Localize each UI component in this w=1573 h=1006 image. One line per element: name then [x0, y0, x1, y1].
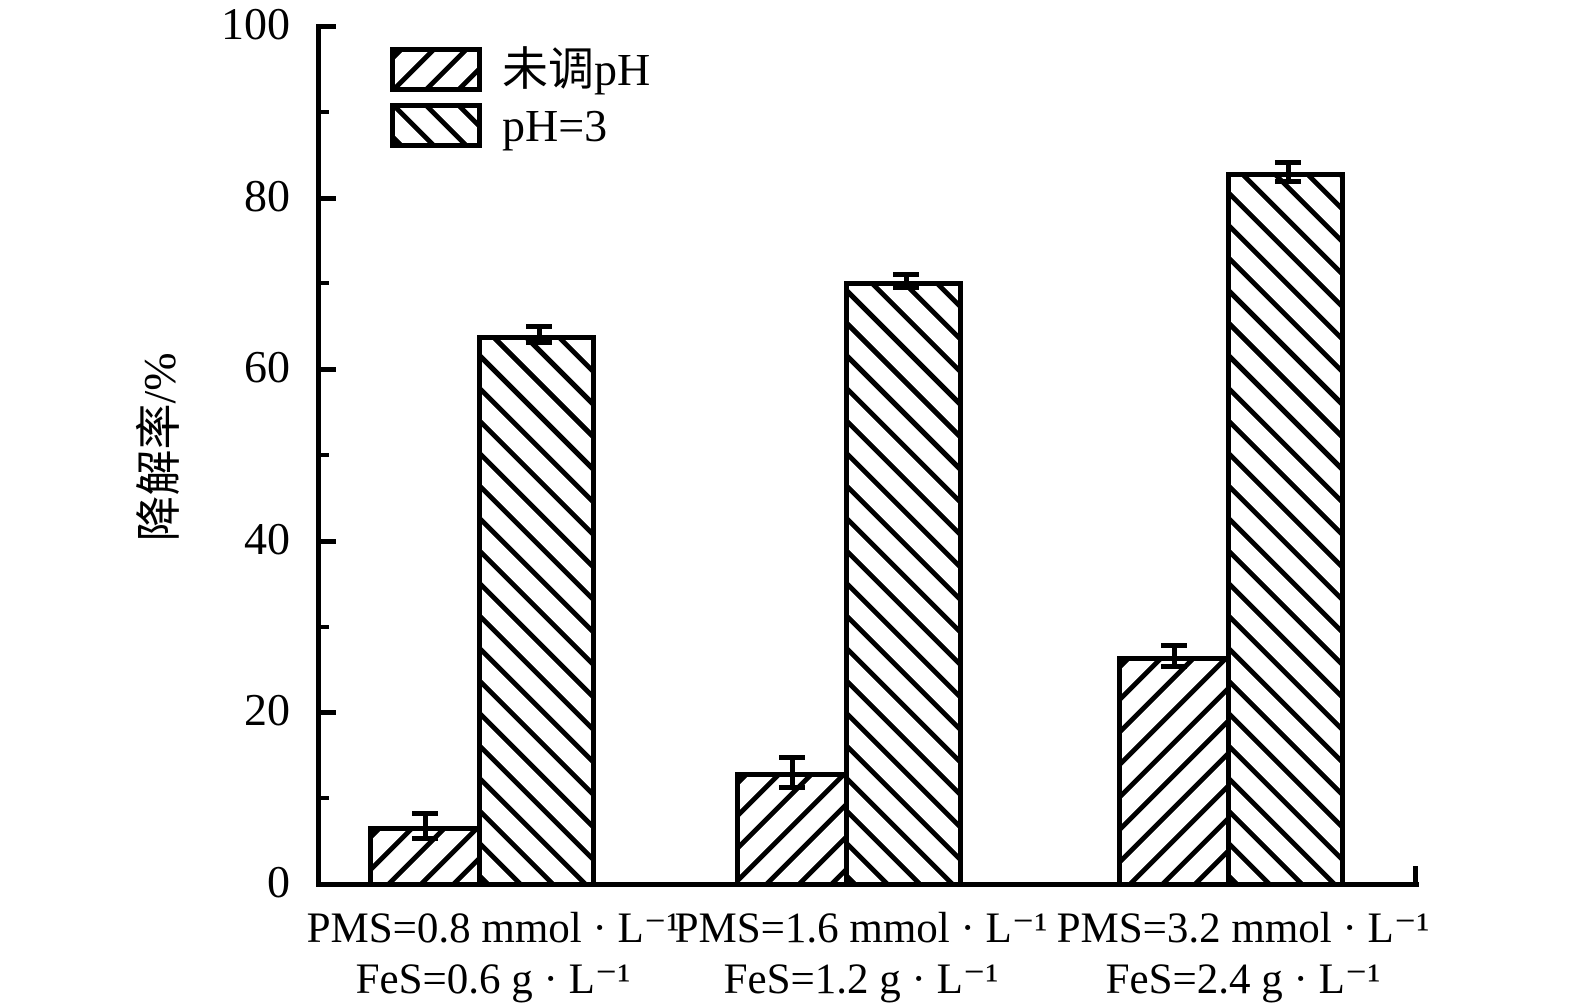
y-tick-label-60: 60: [244, 341, 290, 393]
y-tick-label-80: 80: [244, 169, 290, 221]
y-tick-major-0: [320, 882, 336, 887]
y-tick-major-40: [320, 538, 336, 544]
legend-item-ph3: pH=3: [390, 99, 650, 151]
legend-label-ph3: pH=3: [502, 99, 608, 151]
error-bar-cap-bottom-s1-g2: [1275, 179, 1301, 185]
x-axis-end-tick: [1413, 866, 1418, 884]
y-tick-minor-10: [320, 796, 329, 801]
y-tick-label-100: 100: [221, 0, 290, 50]
error-bar-cap-top-s1-g1: [893, 271, 919, 277]
bar-s0-g1: [735, 772, 849, 887]
legend-swatch-forward-hatch-icon: [390, 47, 482, 92]
x-category-label-1: PMS=1.6 mmol · L⁻¹ FeS=1.2 g · L⁻¹: [631, 903, 1091, 1005]
bar-s1-g0: [477, 335, 596, 887]
error-bar-cap-bottom-s1-g0: [526, 340, 552, 346]
error-bar-cap-top-s1-g0: [526, 324, 552, 330]
y-tick-minor-30: [320, 624, 329, 629]
error-bar-cap-top-s0-g1: [779, 755, 805, 761]
error-bar-cap-top-s0-g0: [412, 810, 438, 816]
x-category-label-2: PMS=3.2 mmol · L⁻¹ FeS=2.4 g · L⁻¹: [1013, 903, 1473, 1005]
legend-swatch-backward-hatch-icon: [390, 103, 482, 148]
y-tick-minor-90: [320, 109, 329, 114]
error-bar-cap-top-s1-g2: [1275, 159, 1301, 165]
error-bar-s0-g2: [1172, 644, 1177, 667]
y-tick-major-100: [320, 24, 336, 29]
error-bar-cap-bottom-s0-g1: [779, 784, 805, 790]
error-bar-cap-bottom-s0-g2: [1161, 663, 1187, 669]
x-category-label-0: PMS=0.8 mmol · L⁻¹ FeS=0.6 g · L⁻¹: [263, 903, 723, 1005]
y-tick-minor-70: [320, 281, 329, 286]
error-bar-s1-g0: [537, 326, 542, 344]
error-bar-s1-g2: [1286, 161, 1291, 183]
y-tick-major-20: [320, 710, 336, 716]
bar-s0-g2: [1117, 656, 1231, 887]
bar-s1-g2: [1226, 172, 1345, 887]
error-bar-cap-bottom-s1-g1: [893, 284, 919, 290]
y-axis-line: [316, 24, 321, 887]
legend: 未调pH pH=3: [390, 43, 651, 159]
bar-s0-g0: [368, 826, 482, 887]
x-category-label-0-line2: FeS=0.6 g · L⁻¹: [355, 956, 631, 1003]
error-bar-cap-top-s0-g2: [1161, 642, 1187, 648]
x-category-label-1-line2: FeS=1.2 g · L⁻¹: [723, 956, 999, 1003]
legend-item-unadjusted-ph: 未调pH: [390, 43, 651, 95]
x-category-label-1-line1: PMS=1.6 mmol · L⁻¹: [674, 905, 1048, 952]
error-bar-s1-g1: [904, 273, 909, 288]
x-category-label-0-line1: PMS=0.8 mmol · L⁻¹: [306, 905, 680, 952]
x-category-label-2-line2: FeS=2.4 g · L⁻¹: [1105, 956, 1381, 1003]
error-bar-s0-g1: [790, 757, 795, 788]
legend-label-unadjusted-ph: 未调pH: [502, 43, 651, 95]
error-bar-cap-bottom-s0-g0: [412, 835, 438, 841]
y-tick-label-40: 40: [244, 512, 290, 564]
bar-s1-g1: [844, 281, 963, 887]
y-tick-label-0: 0: [267, 856, 290, 908]
y-tick-major-60: [320, 367, 336, 373]
y-tick-label-20: 20: [244, 684, 290, 736]
error-bar-s0-g0: [423, 812, 428, 839]
y-tick-major-80: [320, 195, 336, 201]
y-tick-minor-50: [320, 453, 329, 457]
x-category-label-2-line1: PMS=3.2 mmol · L⁻¹: [1056, 905, 1430, 952]
